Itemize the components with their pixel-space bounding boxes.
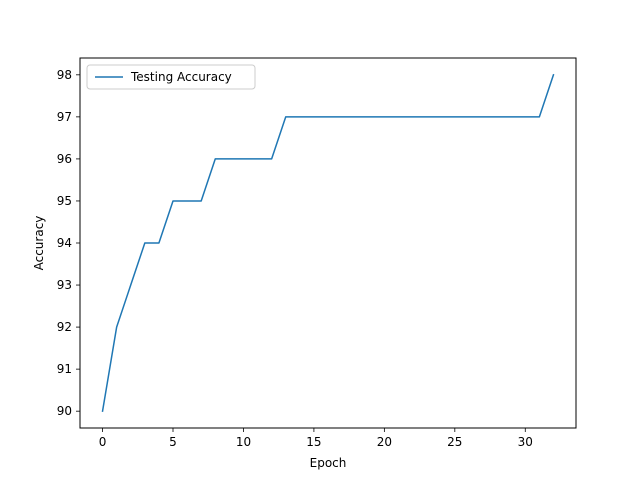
series-layer: [101, 73, 555, 413]
series-line-0: [101, 73, 555, 413]
x-axis-ticks: 0 5 10 15 20 25 30: [99, 428, 533, 449]
x-tick-label: 20: [377, 435, 392, 449]
legend-box: [86, 64, 256, 90]
y-tick-label: 96: [57, 152, 72, 166]
x-tick-label: 0: [99, 435, 107, 449]
x-tick-label: 10: [236, 435, 251, 449]
legend: Testing Accuracy: [86, 64, 256, 90]
y-tick-label: 90: [57, 404, 72, 418]
x-tick-label: 25: [447, 435, 462, 449]
x-tick-label: 30: [518, 435, 533, 449]
y-tick-label: 94: [57, 236, 72, 250]
y-axis-label: Accuracy: [32, 216, 46, 271]
y-tick-label: 91: [57, 362, 72, 376]
y-tick-label: 98: [57, 68, 72, 82]
plot-frame: [79, 57, 577, 429]
y-tick-label: 92: [57, 320, 72, 334]
y-tick-label: 93: [57, 278, 72, 292]
legend-entry-label: Testing Accuracy: [130, 70, 232, 84]
x-tick-label: 5: [169, 435, 177, 449]
x-axis-label: Epoch: [310, 456, 347, 470]
y-tick-label: 97: [57, 110, 72, 124]
plot-area: [80, 58, 576, 428]
y-tick-label: 95: [57, 194, 72, 208]
y-axis-ticks: 90 91 92 93 94 95 96 97 98: [57, 68, 80, 418]
x-tick-label: 15: [306, 435, 321, 449]
